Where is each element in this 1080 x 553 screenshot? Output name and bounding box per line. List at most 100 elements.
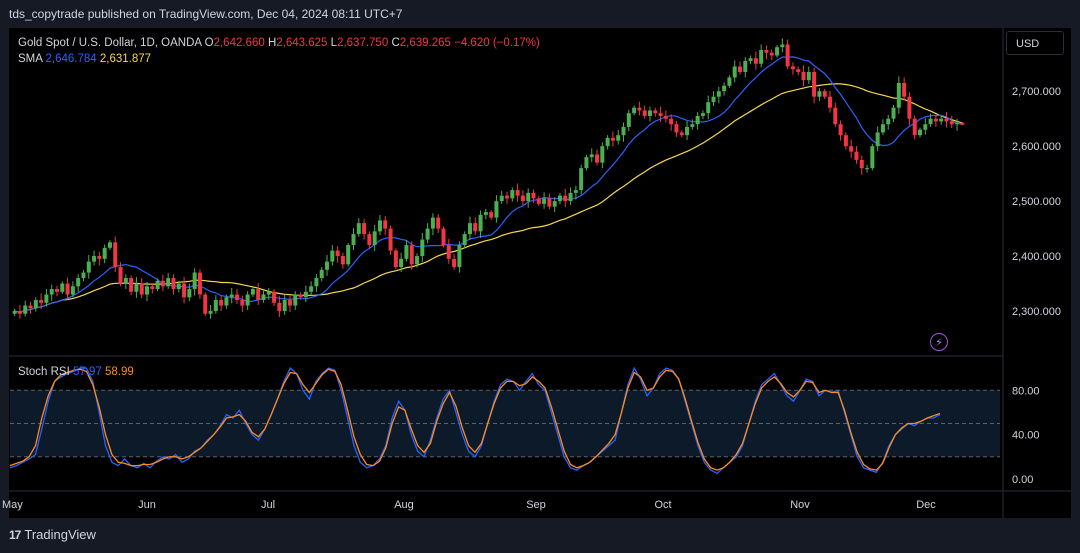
sma-slow-line: [14, 83, 963, 314]
candle-body: [711, 96, 716, 103]
candle-body: [685, 126, 690, 136]
candle: [923, 118, 928, 135]
candle-body: [351, 234, 356, 246]
candle: [822, 89, 827, 99]
candle: [430, 213, 435, 236]
candle-body: [330, 250, 335, 262]
candle: [515, 183, 520, 202]
top-bar: tds_copytrade published on TradingView.c…: [0, 0, 1080, 28]
candle-body: [621, 126, 626, 136]
candle-body: [679, 132, 684, 136]
candle: [960, 122, 965, 126]
candle: [17, 304, 22, 319]
time-tick-label: Sep: [526, 499, 546, 511]
candle-body: [335, 250, 340, 257]
candle-body: [203, 294, 208, 314]
candle-body: [372, 231, 377, 246]
candle: [404, 240, 409, 262]
candle-body: [939, 118, 944, 122]
candle-body: [33, 300, 38, 309]
candle: [261, 289, 266, 303]
candle: [499, 190, 504, 204]
candle-body: [690, 124, 695, 127]
close-label: C: [391, 37, 400, 49]
candle-body: [182, 283, 187, 298]
candle: [240, 295, 245, 313]
candle: [806, 66, 811, 85]
candle: [118, 262, 123, 287]
candle-body: [383, 220, 388, 229]
candle: [494, 195, 499, 223]
candle: [372, 224, 377, 252]
candle: [415, 253, 420, 268]
candle-body: [780, 44, 785, 48]
candle-body: [139, 283, 144, 295]
candle-body: [547, 198, 552, 207]
candle-body: [118, 267, 123, 284]
candle: [812, 67, 817, 104]
candle-body: [298, 294, 303, 298]
candle-body: [775, 47, 780, 56]
rsi-label: Stoch RSI: [18, 366, 70, 378]
candle-body: [473, 223, 478, 232]
candle: [827, 90, 832, 113]
candle-body: [224, 297, 229, 306]
candle: [409, 241, 414, 270]
candle: [113, 236, 118, 273]
candle: [557, 192, 562, 205]
candle: [552, 197, 557, 213]
candle-body: [92, 256, 97, 262]
candle-body: [441, 228, 446, 246]
candle-body: [626, 113, 631, 127]
candle-body: [515, 190, 520, 196]
candle-body: [796, 69, 801, 72]
candle-body: [277, 302, 282, 312]
candle: [679, 130, 684, 138]
candle: [335, 246, 340, 263]
candle-body: [208, 311, 213, 314]
candle: [880, 119, 885, 136]
candle-body: [912, 118, 917, 136]
candle-body: [102, 247, 107, 259]
candle: [219, 296, 224, 312]
candle: [833, 102, 838, 127]
currency-button[interactable]: USD: [1006, 31, 1064, 55]
candle-body: [579, 168, 584, 191]
candle: [203, 292, 208, 316]
candle: [23, 300, 28, 317]
candle: [785, 39, 790, 70]
candle: [711, 91, 716, 107]
candle: [584, 154, 589, 171]
tradingview-logo[interactable]: 17 TradingView: [9, 527, 96, 542]
candle: [489, 209, 494, 220]
candle: [722, 82, 727, 96]
candle: [377, 214, 382, 236]
candle-body: [886, 118, 891, 125]
candle: [420, 232, 425, 263]
candle: [330, 245, 335, 266]
candle: [457, 241, 462, 273]
candle: [563, 189, 568, 208]
symbol-title: Gold Spot / U.S. Dollar, 1D, OANDA: [18, 37, 202, 49]
candle: [695, 112, 700, 130]
candle-body: [817, 91, 822, 97]
rsi-legend: Stoch RSI 57.97 58.99: [18, 364, 134, 380]
candle-body: [309, 286, 314, 292]
candle: [171, 274, 176, 295]
candle-body: [600, 146, 605, 163]
candle-body: [340, 256, 345, 265]
candle: [213, 295, 218, 314]
candle-body: [155, 280, 160, 290]
candle: [277, 296, 282, 318]
lightning-icon[interactable]: ⚡: [930, 333, 948, 351]
candle-body: [256, 289, 261, 301]
candle-body: [123, 278, 128, 284]
candle-body: [759, 49, 764, 64]
candle: [817, 87, 822, 102]
candle-body: [362, 223, 367, 235]
candle-body: [637, 107, 642, 111]
candle-body: [425, 228, 430, 240]
candle-body: [404, 245, 409, 259]
candle: [325, 254, 330, 276]
